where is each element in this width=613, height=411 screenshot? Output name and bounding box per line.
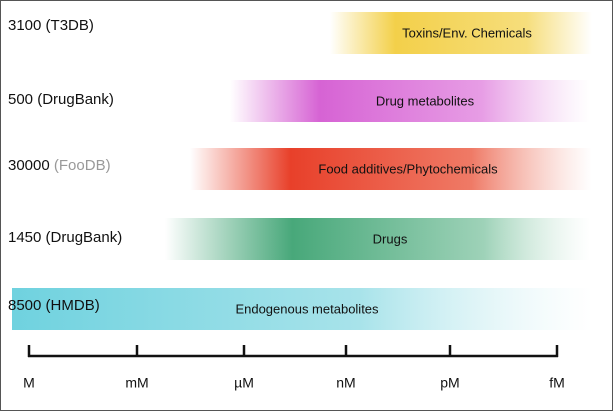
row-label: 8500 (HMDB) (8, 297, 100, 314)
band-label: Toxins/Env. Chemicals (402, 25, 532, 40)
source: (DrugBank) (37, 91, 114, 108)
row-label: 30000 (FooDB) (8, 157, 111, 174)
band (230, 80, 590, 122)
count: 1450 (8, 229, 41, 246)
axis-label: nM (336, 375, 355, 391)
source: (DrugBank) (46, 229, 123, 246)
count: 8500 (8, 297, 41, 314)
axis-label: mM (125, 375, 148, 391)
band (12, 288, 592, 330)
band (330, 12, 592, 54)
axis (27, 345, 559, 358)
band (190, 148, 592, 190)
count: 3100 (8, 17, 41, 34)
source: (FooDB) (54, 157, 111, 174)
axis-label: fM (549, 375, 565, 391)
row-label: 500 (DrugBank) (8, 91, 114, 108)
source: (HMDB) (46, 297, 100, 314)
row-label: 1450 (DrugBank) (8, 229, 122, 246)
axis-label: µM (234, 375, 254, 391)
source: (T3DB) (46, 17, 94, 34)
row-label: 3100 (T3DB) (8, 17, 94, 34)
axis-label: pM (440, 375, 459, 391)
band-label: Endogenous metabolites (235, 301, 379, 316)
band-label: Drug metabolites (376, 93, 475, 108)
count: 500 (8, 91, 33, 108)
band-label: Drugs (373, 231, 408, 246)
axis-label: M (23, 375, 35, 391)
band (165, 218, 590, 260)
count: 30000 (8, 157, 50, 174)
band-label: Food additives/Phytochemicals (318, 161, 498, 176)
